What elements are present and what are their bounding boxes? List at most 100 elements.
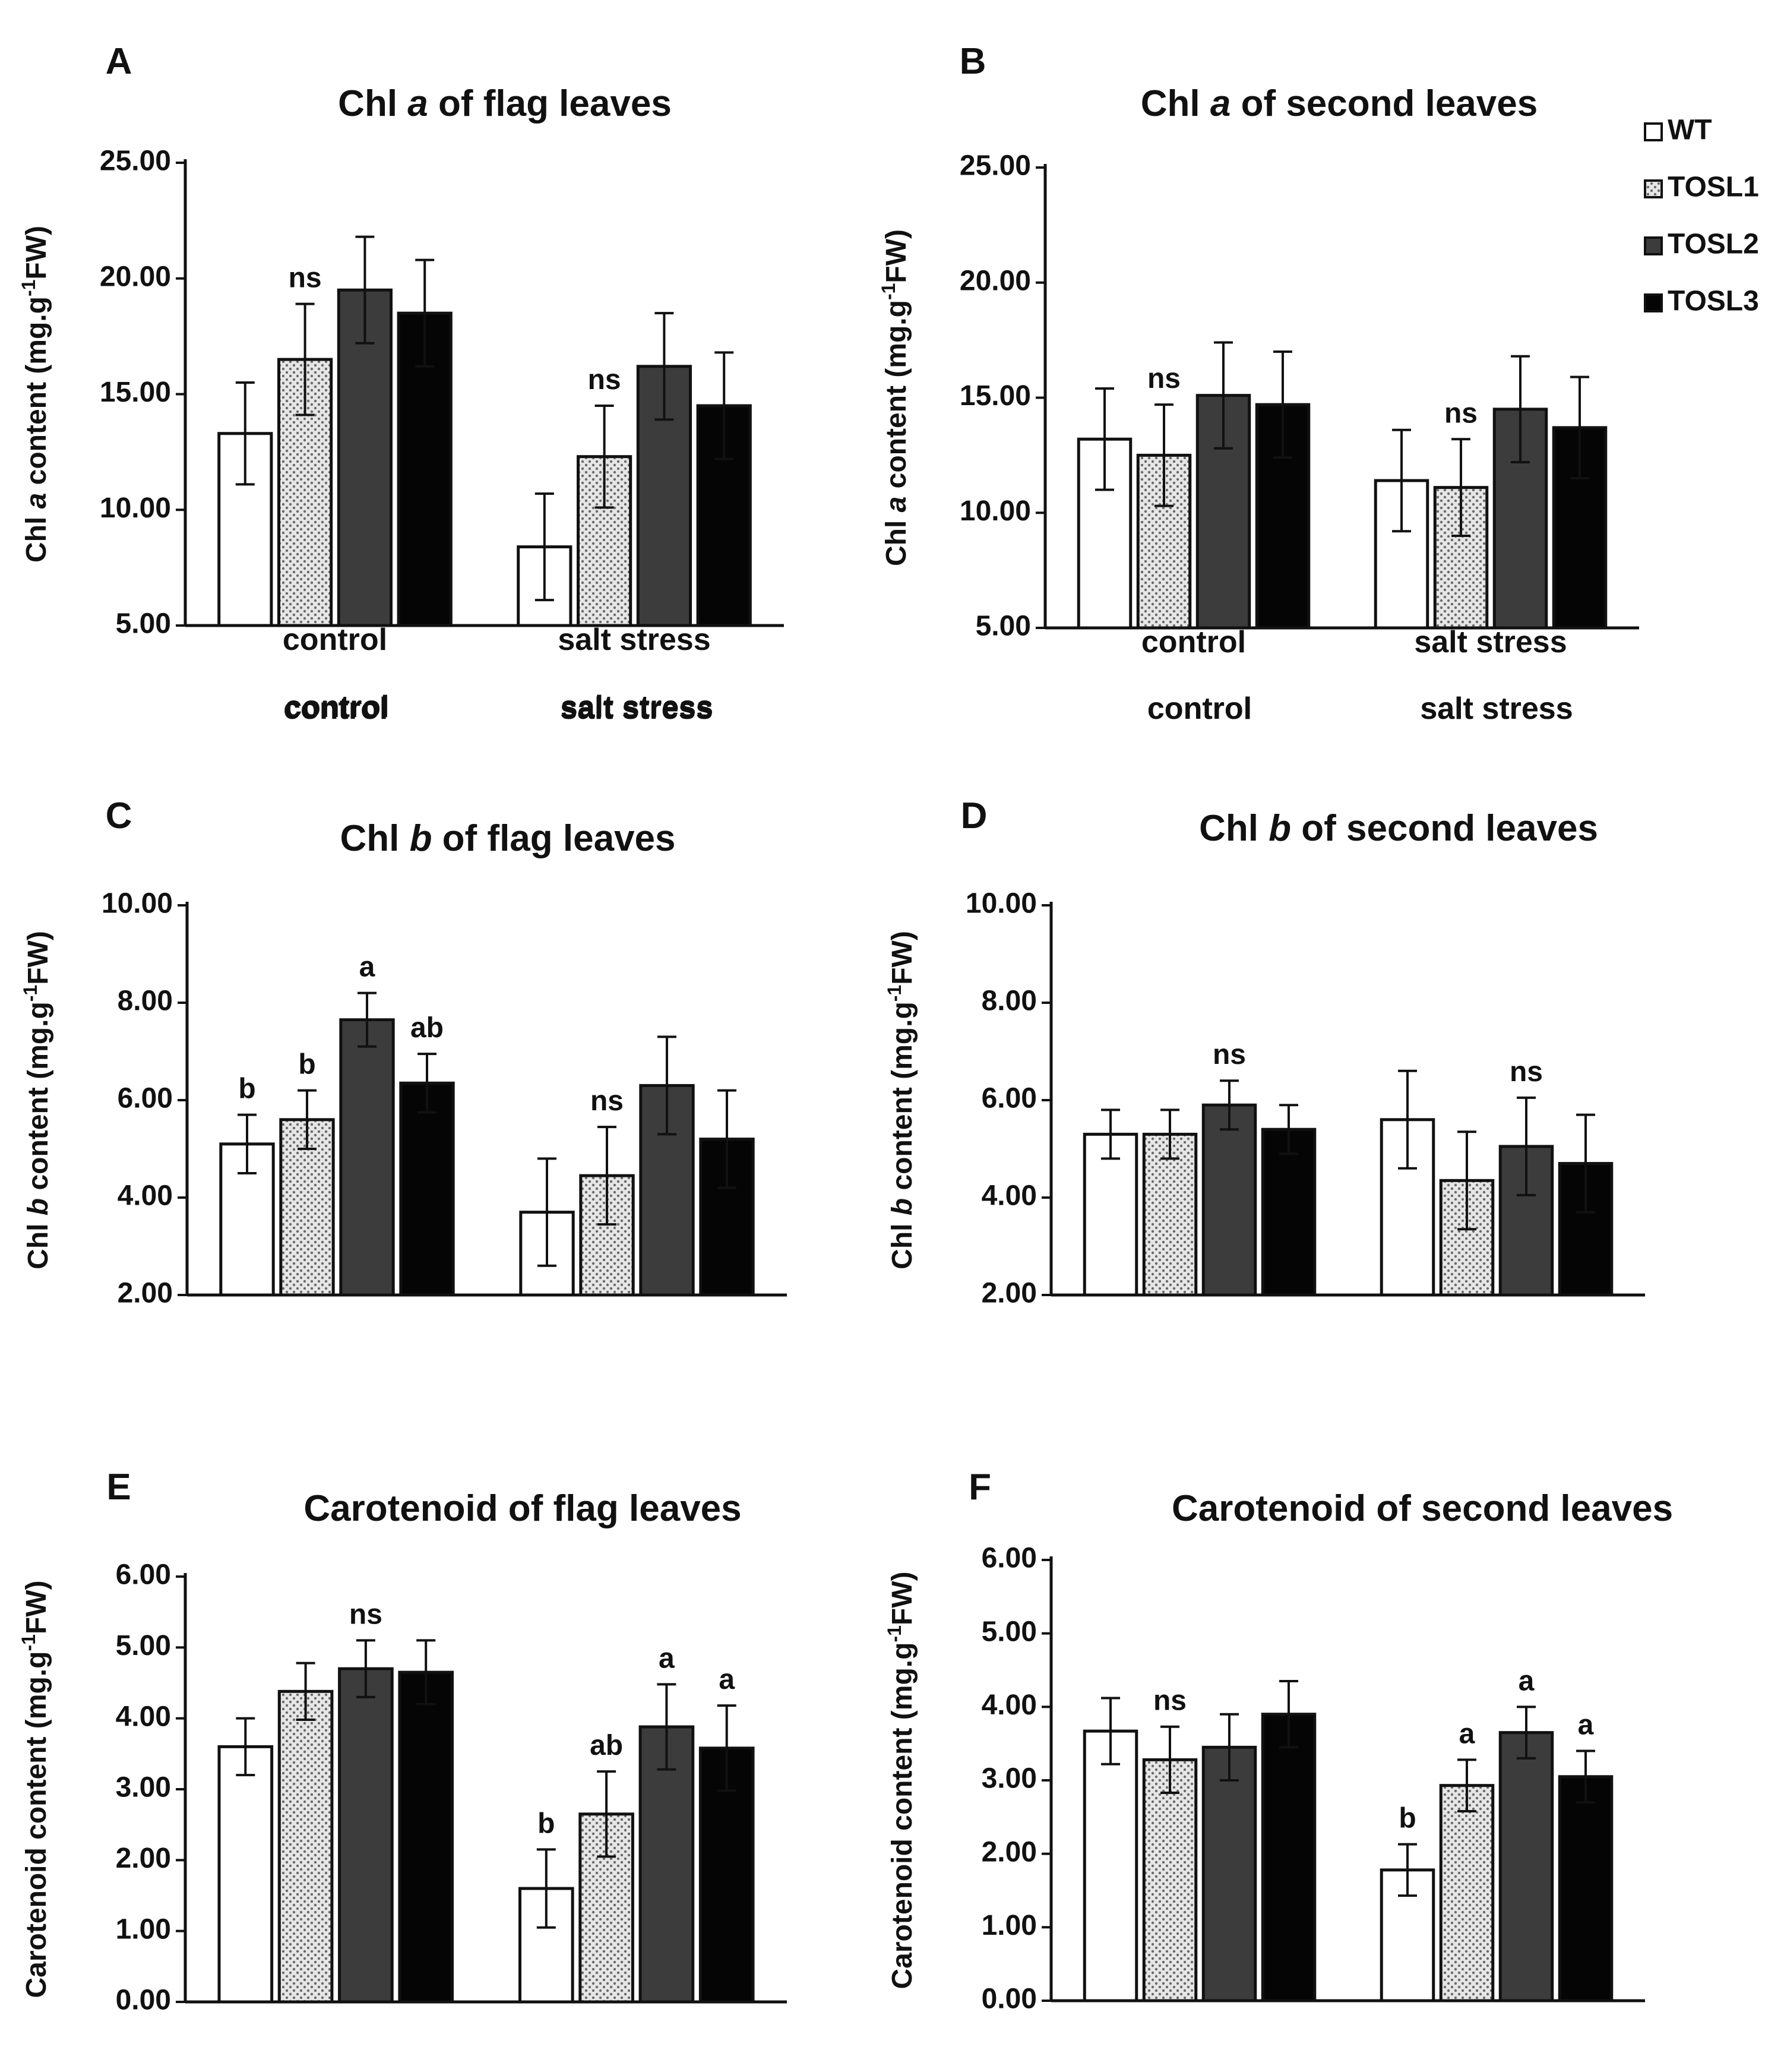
significance-label: ns xyxy=(1444,397,1478,429)
panel-letter: D xyxy=(961,795,988,836)
chart-title: Chl a of flag leaves xyxy=(338,83,672,124)
bar-tosl2-control xyxy=(1201,1745,1257,2002)
y-axis-label-part: Carotenoid content (mg.g xyxy=(887,1643,918,1989)
y-axis-label-part: -1 xyxy=(18,1634,39,1651)
chart-panel-c: C Chl b of flag leaves 2.00 4.00 6.00 8.00 10.… xyxy=(20,690,787,1309)
y-tick-label: 2.00 xyxy=(118,1278,173,1309)
significance-label: ab xyxy=(590,1730,623,1761)
legend-swatch-tosl2 xyxy=(1644,236,1663,255)
y-axis-label-part: -1 xyxy=(18,280,39,296)
significance-label: ab xyxy=(410,1012,444,1044)
y-tick-label: 5.00 xyxy=(982,1616,1037,1647)
significance-label: b xyxy=(537,1808,555,1839)
significance-label: ns xyxy=(289,263,322,294)
y-axis-label-part: b xyxy=(887,1198,918,1215)
y-axis-label-part: content (mg.g xyxy=(887,1002,918,1198)
y-tick-label: 2.00 xyxy=(982,1278,1037,1309)
chart-panel-f: F Carotenoid of second leaves 0.00 1.00 2.00… xyxy=(884,691,1673,2015)
bar-tosl1-control xyxy=(1142,1132,1198,1297)
bar-tosl2-salt-stress xyxy=(1498,1731,1554,2002)
y-tick-label: 4.00 xyxy=(118,1180,173,1212)
chart-title-part: a xyxy=(407,83,428,124)
y-tick-label: 25.00 xyxy=(960,150,1031,182)
significance-label: ns xyxy=(590,1085,624,1117)
chart-panel-b: B Chl a of second leaves 5.00 10.00 15.00 20.… xyxy=(878,41,1639,659)
significance-label: ns xyxy=(1153,1685,1187,1717)
y-tick-label: 15.00 xyxy=(100,377,171,408)
chart-title-part: of second leaves xyxy=(1291,808,1598,849)
y-tick-label: 6.00 xyxy=(982,1083,1037,1114)
y-axis-label-part: FW) xyxy=(23,931,54,985)
y-tick-label: 4.00 xyxy=(116,1701,171,1732)
x-category-label: control xyxy=(1141,625,1246,659)
chart-panel-a: A Chl a of flag leaves 5.00 10.00 15.00 20.00… xyxy=(18,41,784,657)
y-tick-label: 6.00 xyxy=(118,1083,173,1114)
bar-tosl1-control xyxy=(277,1689,334,2004)
y-tick-label: 10.00 xyxy=(102,888,173,920)
y-tick-label: 5.00 xyxy=(116,608,171,640)
chart-title: Chl b of second leaves xyxy=(1199,808,1598,849)
y-axis-label-part: Chl xyxy=(881,512,912,566)
y-tick-label: 3.00 xyxy=(116,1772,171,1803)
panel-letter: C xyxy=(106,795,132,836)
y-tick-label: 3.00 xyxy=(982,1763,1037,1795)
y-axis-label-part: Carotenoid content (mg.g xyxy=(21,1651,52,1998)
y-tick-label: 20.00 xyxy=(960,265,1031,296)
significance-label: a xyxy=(1578,1710,1594,1741)
y-axis-label-part: content (mg.g xyxy=(881,300,912,497)
bar-tosl2-control xyxy=(338,1667,394,2004)
x-category-label: salt stress xyxy=(1420,691,1573,726)
chart-title-part: Carotenoid of second leaves xyxy=(1172,1488,1673,1529)
y-tick-label: 8.00 xyxy=(118,986,173,1017)
bar-tosl1-salt-stress xyxy=(1439,1784,1495,2002)
panel-letter: A xyxy=(106,41,132,82)
significance-label: a xyxy=(1459,1718,1475,1749)
x-category-label: control xyxy=(283,691,388,726)
chart-title-part: b xyxy=(1269,808,1291,849)
x-category-label: control xyxy=(284,690,389,724)
y-axis-label-part: -1 xyxy=(884,1625,905,1642)
y-axis-label: Chl a content (mg.g-1FW) xyxy=(878,229,912,566)
bar-tosl3-control xyxy=(398,1670,454,2004)
chart-title: Carotenoid of second leaves xyxy=(1172,1488,1673,1529)
x-category-label: salt stress xyxy=(561,690,713,724)
y-axis-label-part: Chl xyxy=(21,508,52,563)
x-category-label: salt stress xyxy=(1420,691,1573,726)
y-tick-label: 2.00 xyxy=(982,1836,1037,1868)
chart-title-part: Chl xyxy=(1141,83,1210,124)
y-tick-label: 2.00 xyxy=(116,1843,171,1874)
bar-tosl3-salt-stress xyxy=(1558,1775,1614,2002)
y-tick-label: 1.00 xyxy=(116,1913,171,1945)
bar-tosl3-salt-stress xyxy=(699,1138,755,1297)
y-tick-label: 10.00 xyxy=(960,495,1031,527)
bar-wt-control xyxy=(217,1745,274,2004)
chart-title-part: of second leaves xyxy=(1231,83,1538,124)
bar-wt-control xyxy=(1083,1729,1138,2002)
significance-label: ns xyxy=(1213,1039,1246,1070)
x-category-label: salt stress xyxy=(558,623,710,657)
bar-tosl2-control xyxy=(1195,394,1251,630)
y-tick-label: 20.00 xyxy=(100,261,171,292)
bar-tosl3-control xyxy=(1261,1127,1317,1297)
x-category-label: control xyxy=(1147,691,1252,726)
bar-tosl2-control xyxy=(337,288,393,627)
chart-title: Carotenoid of flag leaves xyxy=(303,1488,741,1529)
chart-title-part: Chl xyxy=(340,818,409,859)
chart-title-part: of flag leaves xyxy=(428,83,672,124)
y-tick-label: 10.00 xyxy=(100,492,171,524)
y-axis-label-part: a xyxy=(21,493,52,509)
y-axis-label-part: -1 xyxy=(20,985,41,1002)
panels: A Chl a of flag leaves 5.00 10.00 15.00 20.00… xyxy=(18,41,1673,2016)
y-tick-label: 10.00 xyxy=(966,888,1037,920)
significance-label: ns xyxy=(1510,1056,1543,1088)
chart-title-part: a xyxy=(1210,83,1231,124)
y-tick-label: 0.00 xyxy=(116,1985,171,2016)
chart-title-part: of flag leaves xyxy=(432,818,675,859)
bar-tosl2-control xyxy=(1201,1103,1257,1297)
bar-tosl2-control xyxy=(339,1018,395,1297)
y-tick-label: 5.00 xyxy=(116,1630,171,1662)
legend-label-tosl3: TOSL3 xyxy=(1668,286,1759,317)
x-category-label: salt stress xyxy=(1414,625,1567,659)
y-axis-label: Chl b content (mg.g-1FW) xyxy=(884,931,918,1269)
y-axis-label-part: Chl xyxy=(23,1215,54,1269)
